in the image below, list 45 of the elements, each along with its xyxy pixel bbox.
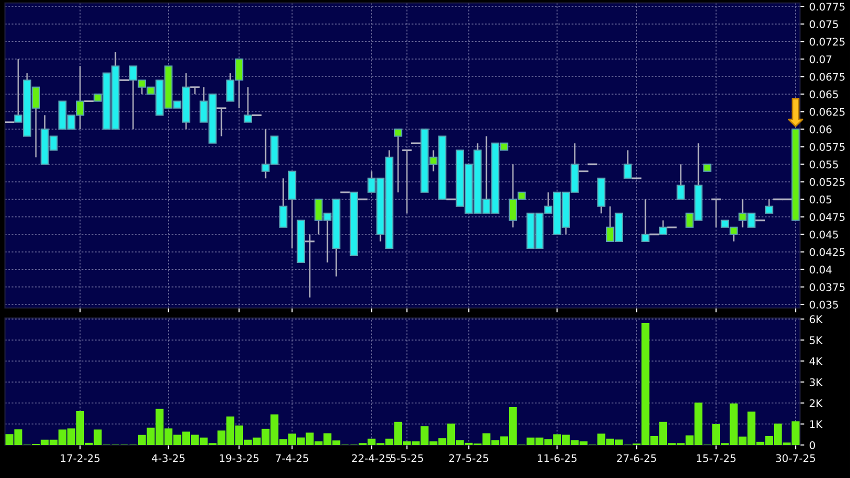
y-tick-label: 0.075 <box>810 20 838 28</box>
y-tick-label: 0.0525 <box>810 178 845 186</box>
x-tick-label: 17-2-25 <box>60 454 100 462</box>
y-tick-label: 0.0625 <box>810 108 845 116</box>
y-tick-label: 0.045 <box>810 230 838 238</box>
x-tick-label: 11-6-25 <box>538 454 576 462</box>
y-tick-label: 1K <box>810 420 823 428</box>
y-tick-label: 0.065 <box>810 90 838 98</box>
x-tick-label: 7-4-25 <box>276 454 308 462</box>
y-tick-label: 0.055 <box>810 160 838 168</box>
y-tick-label: 0.0725 <box>810 38 845 46</box>
y-tick-label: 0.04 <box>810 266 832 274</box>
candlestick <box>764 198 774 214</box>
x-tick-label: 5-5-25 <box>390 454 424 462</box>
x-tick-label: 19-3-25 <box>220 454 258 462</box>
y-tick-label: 0.07 <box>810 55 832 64</box>
x-tick-label: 30-7-25 <box>776 454 815 462</box>
candlestick <box>711 198 721 228</box>
candlestick <box>279 178 288 228</box>
y-tick-label: 0.0375 <box>810 283 845 292</box>
x-tick-label: 4-3-25 <box>152 454 185 462</box>
candlestick <box>216 107 226 137</box>
candlestick <box>402 149 412 214</box>
y-tick-label: 0.0575 <box>810 142 845 151</box>
x-tick-label: 15-7-25 <box>696 454 736 462</box>
y-tick-label: 0.05 <box>810 196 832 204</box>
y-tick-label: 0.0425 <box>810 248 845 256</box>
y-tick-label: 0.06 <box>810 125 832 134</box>
candlestick <box>394 128 402 194</box>
candlestick <box>190 86 200 95</box>
x-tick-label: 27-5-25 <box>449 454 488 462</box>
y-tick-label: 2K <box>810 399 823 407</box>
x-tick-label: 22-4-25 <box>352 454 391 462</box>
y-tick-label: 3K <box>810 378 823 386</box>
candlestick <box>676 164 685 200</box>
y-tick-label: 5K <box>810 336 823 344</box>
y-tick-label: 6K <box>810 315 823 324</box>
y-tick-label: 4K <box>810 357 823 365</box>
y-tick-label: 0.0475 <box>810 213 845 221</box>
candlestick <box>304 234 315 298</box>
y-tick-label: 0.0775 <box>810 2 845 11</box>
x-tick-label: 27-6-25 <box>617 454 656 462</box>
y-tick-label: 0.0675 <box>810 72 845 81</box>
y-tick-label: 0 <box>810 441 815 450</box>
y-tick-label: 0.035 <box>810 300 838 309</box>
